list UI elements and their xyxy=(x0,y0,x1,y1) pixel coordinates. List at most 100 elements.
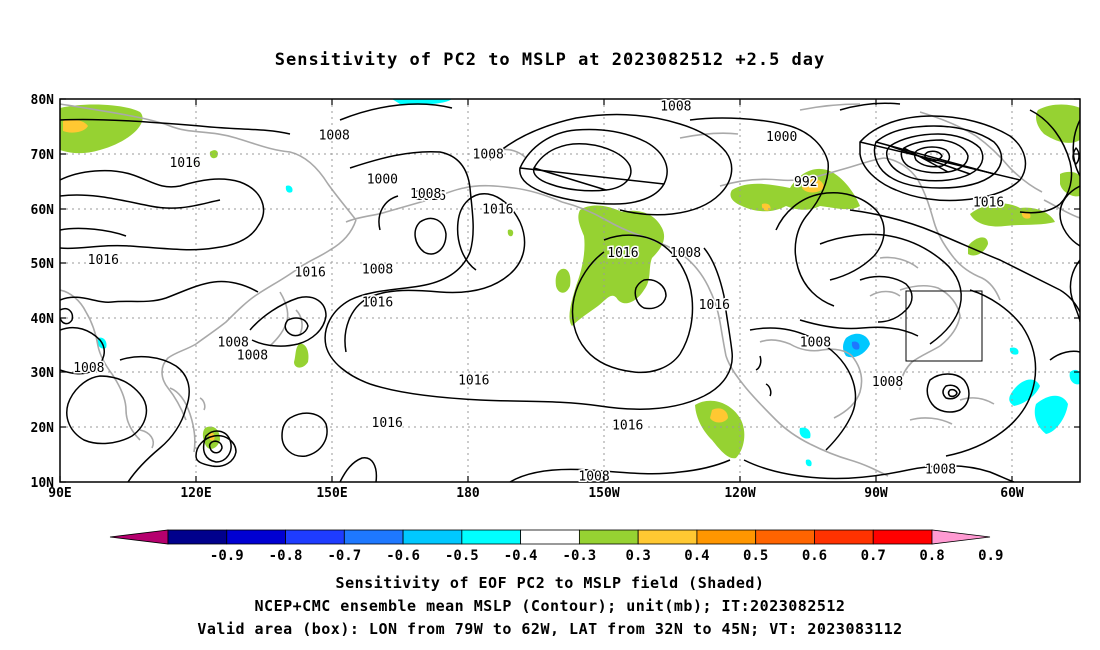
lat-label: 60N xyxy=(31,203,55,218)
contour-label: 1016 xyxy=(169,156,200,171)
shaded-sensitivity xyxy=(60,99,1080,467)
colorbar-box xyxy=(167,529,228,545)
shade-positive xyxy=(193,158,202,167)
lat-label: 70N xyxy=(31,148,55,163)
contour-label: 1008 xyxy=(237,349,268,364)
colorbar-label: -0.3 xyxy=(563,548,597,564)
colorbar-low-extension xyxy=(109,529,169,545)
shade-positive xyxy=(209,150,218,159)
shade-positive xyxy=(730,168,860,212)
shade-positive xyxy=(968,237,988,256)
contour-label: 1008 xyxy=(362,263,393,278)
contour-label: 1008 xyxy=(319,129,350,144)
lat-label: 40N xyxy=(31,312,55,327)
lat-label: 20N xyxy=(31,421,55,436)
contour-label: 992 xyxy=(794,175,817,190)
valid-area-box xyxy=(905,290,983,362)
caption-valid-area: Valid area (box): LON from 79W to 62W, L… xyxy=(197,620,903,638)
colorbar-high-extension xyxy=(931,529,991,545)
contour-label: 1008 xyxy=(660,100,691,115)
shade-positive xyxy=(710,408,728,423)
shade-positive xyxy=(60,104,143,154)
contour-label: 1016 xyxy=(88,253,119,268)
contour-label: 1008 xyxy=(218,335,249,350)
colorbar-label: 0.8 xyxy=(919,548,944,564)
shade-negative xyxy=(392,99,452,105)
contour-label: 1016 xyxy=(699,298,730,313)
contour-label: 1008 xyxy=(670,246,701,261)
shade-positive xyxy=(507,229,514,237)
colorbar: -0.9 -0.8 -0.7 -0.6 -0.5 -0.4 -0.3 0.3 0.4 0.5 0.6… xyxy=(109,529,1003,564)
lat-label: 30N xyxy=(31,366,55,381)
contour-label: 1016 xyxy=(362,295,393,310)
colorbar-label: 0.4 xyxy=(684,548,709,564)
lon-label: 90W xyxy=(864,486,888,501)
coastlines xyxy=(60,103,1080,477)
shade-positive xyxy=(695,400,745,459)
colorbar-label: 0.9 xyxy=(978,548,1003,564)
grid xyxy=(60,99,1080,482)
colorbar-label: -0.9 xyxy=(210,548,244,564)
contour-label: 1000 xyxy=(766,130,797,145)
map-title: Sensitivity of PC2 to MSLP at 2023082512… xyxy=(274,50,826,70)
colorbar-box xyxy=(343,529,404,545)
colorbar-label: -0.4 xyxy=(504,548,538,564)
contour-label: 1016 xyxy=(482,202,513,217)
lon-label: 60W xyxy=(1000,486,1024,501)
colorbar-box xyxy=(285,529,345,545)
colorbar-label: 0.5 xyxy=(743,548,768,564)
contour-label: 1016 xyxy=(372,416,403,431)
shade-positive xyxy=(802,178,824,193)
mslp-contours xyxy=(60,102,1080,482)
colorbar-box xyxy=(461,529,522,545)
contour-label: 1016 xyxy=(607,246,638,261)
colorbar-label: -0.5 xyxy=(445,548,479,564)
colorbar-label: -0.6 xyxy=(386,548,420,564)
shade-negative xyxy=(285,185,293,193)
latitude-labels: 80N 70N 60N 50N 40N 30N 20N 10N xyxy=(31,93,55,491)
colorbar-label: -0.8 xyxy=(269,548,303,564)
contour-label: 1008 xyxy=(925,462,956,477)
plot-border xyxy=(59,98,1081,483)
colorbar-label: -0.7 xyxy=(327,548,361,564)
contour-label: 1016 xyxy=(612,419,643,434)
contour-label: 1008 xyxy=(73,361,104,376)
colorbar-box xyxy=(402,529,463,545)
contour-label: 1008 xyxy=(473,148,504,163)
contour-labels: 1008100810161008100099210161016100010081… xyxy=(72,98,1006,486)
contour-label: 1008 xyxy=(800,335,831,350)
contour-label: 1016 xyxy=(973,195,1004,210)
caption-shaded: Sensitivity of EOF PC2 to MSLP field (Sh… xyxy=(335,574,765,592)
axis-ticks xyxy=(59,98,1080,483)
shade-negative xyxy=(1034,395,1068,434)
colorbar-box xyxy=(755,529,815,545)
lon-label: 120E xyxy=(180,486,211,501)
colorbar-box xyxy=(696,529,757,545)
lon-label: 150E xyxy=(316,486,347,501)
colorbar-label: 0.6 xyxy=(802,548,827,564)
contour-label: 1008 xyxy=(410,187,441,202)
contour-label: 1000 xyxy=(367,172,398,187)
lat-label: 50N xyxy=(31,257,55,272)
shade-positive xyxy=(294,343,309,368)
colorbar-box xyxy=(578,529,639,545)
colorbar-label: 0.3 xyxy=(626,548,651,564)
lat-label: 80N xyxy=(31,93,55,108)
contour-label: 1016 xyxy=(458,374,489,389)
lon-label: 90E xyxy=(48,486,71,501)
shade-negative xyxy=(805,459,812,467)
colorbar-box xyxy=(814,529,874,545)
shade-positive xyxy=(63,119,88,133)
contour-label: 1016 xyxy=(415,189,446,204)
colorbar-box xyxy=(637,529,698,545)
colorbar-box xyxy=(872,529,933,545)
shade-negative xyxy=(1069,369,1080,385)
shade-negative xyxy=(1009,379,1040,406)
lat-label: 10N xyxy=(31,476,55,491)
shade-positive xyxy=(555,268,571,293)
colorbar-label: 0.7 xyxy=(861,548,886,564)
contour-label: 1008 xyxy=(578,469,609,484)
lon-label: 120W xyxy=(724,486,755,501)
colorbar-box xyxy=(226,529,286,545)
